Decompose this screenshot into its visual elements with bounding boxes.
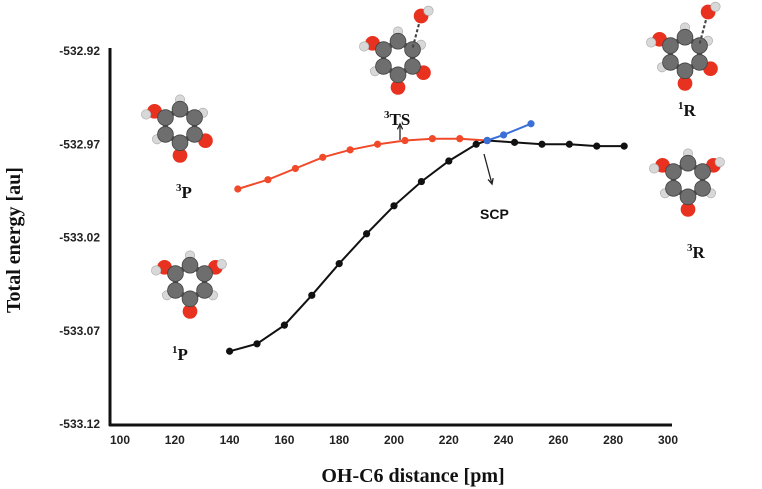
x-tick-label: 140 (220, 433, 240, 447)
data-point (510, 138, 519, 146)
y-tick-label: -533.02 (59, 231, 100, 245)
series-line (229, 139, 625, 353)
x-tick-label: 220 (439, 433, 459, 447)
y-tick-label: -533.12 (59, 417, 100, 431)
y-axis-title: Total energy [au] (3, 167, 25, 313)
x-axis-title: OH-C6 distance [pm] (321, 465, 504, 487)
x-tick-label: 120 (165, 433, 185, 447)
data-point (319, 153, 327, 161)
data-point (428, 135, 436, 143)
series-line (237, 137, 488, 190)
x-tick-label: 260 (548, 433, 568, 447)
series-2 (483, 120, 535, 145)
y-tick-label: -532.92 (59, 44, 100, 58)
y-axis-ticks: -532.92 -532.97 -533.02 -533.07 -533.12 (59, 44, 100, 431)
annotation-arrow (483, 153, 493, 185)
data-point (280, 321, 288, 329)
annotation-label: 3P (176, 182, 192, 202)
data-point (445, 157, 453, 165)
annotation-label: 1R (678, 100, 697, 120)
y-tick-label: -532.97 (59, 137, 100, 151)
data-point (363, 230, 371, 238)
data-point (417, 177, 425, 186)
series-layer (226, 120, 628, 355)
x-tick-label: 100 (110, 433, 130, 447)
phenol-radical-molecule-icon (359, 5, 434, 95)
series-1 (226, 136, 628, 355)
x-tick-label: 180 (329, 433, 349, 447)
x-axis-ticks: 100 120 140 160 180 200 220 240 260 280 300 (110, 433, 678, 447)
annotation-label: SCP (480, 206, 509, 222)
annotation-label: 3R (687, 242, 706, 262)
y-tick-label: -533.07 (59, 324, 100, 338)
data-point (593, 142, 601, 150)
data-point (538, 140, 546, 148)
phenol-radical-molecule-icon (646, 1, 721, 91)
data-point (401, 136, 409, 145)
data-point (472, 140, 480, 148)
data-point (346, 146, 354, 154)
data-point (253, 340, 261, 348)
data-point (620, 142, 628, 150)
data-point (308, 291, 316, 299)
x-tick-label: 160 (274, 433, 294, 447)
molecule-structures (141, 1, 725, 319)
data-point (527, 120, 535, 128)
data-point (373, 140, 382, 148)
data-point (456, 135, 464, 143)
data-point (226, 347, 234, 355)
annotation-label: 3TS (384, 109, 410, 129)
series-line (486, 122, 532, 142)
axes (108, 48, 672, 427)
annotation-arrowhead (487, 177, 494, 186)
data-point (500, 131, 508, 139)
x-tick-label: 200 (384, 433, 404, 447)
data-point (264, 176, 272, 184)
x-tick-label: 300 (658, 433, 678, 447)
data-point (565, 140, 573, 148)
annotation-arrowhead (396, 122, 404, 130)
data-point (291, 164, 299, 173)
data-point (390, 202, 398, 210)
x-tick-label: 280 (603, 433, 623, 447)
phenol-radical-molecule-icon (141, 94, 213, 163)
phenol-radical-molecule-icon (649, 148, 725, 217)
x-tick-label: 240 (494, 433, 514, 447)
data-point (234, 185, 242, 193)
series-0 (234, 135, 491, 193)
phenol-radical-molecule-icon (151, 250, 227, 319)
data-point (335, 260, 343, 268)
annotation-layer: 3P 1P 3TS 1R 3R SCP (172, 100, 706, 364)
annotation-label: 1P (172, 344, 188, 364)
data-point (483, 136, 491, 145)
